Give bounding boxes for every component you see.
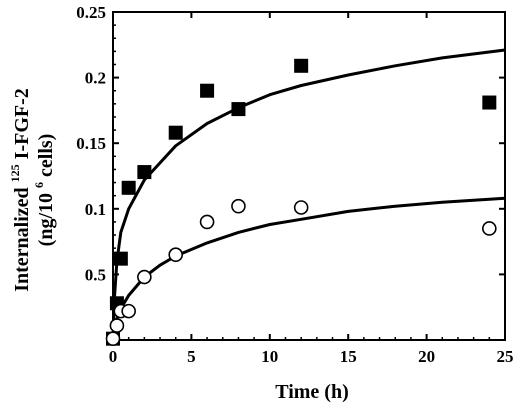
fit-curve-series-1 — [111, 48, 506, 341]
y-axis-title-line1-prefix: Internalized — [11, 182, 33, 291]
y-axis-title-line2-superscript: 6 — [32, 182, 46, 188]
data-point-circle — [109, 318, 125, 333]
plot-frame — [112, 11, 506, 341]
data-point-square — [121, 180, 136, 195]
x-tick-label: 20 — [418, 347, 435, 366]
data-markers — [105, 58, 497, 346]
data-point-square — [200, 83, 215, 98]
data-point-circle — [199, 214, 215, 230]
y-axis-title-line2: (ng/10 6 cells) — [32, 134, 57, 247]
data-point-circle — [293, 200, 309, 215]
data-point-square — [231, 102, 246, 117]
x-tick-label: 0 — [109, 347, 118, 366]
data-point-square — [294, 58, 309, 73]
data-point-circle — [231, 198, 246, 214]
x-tick-label: 5 — [187, 347, 196, 366]
y-tick-label: 0.15 — [76, 134, 106, 153]
x-tick-label: 25 — [497, 347, 514, 366]
y-tick-label: 0.1 — [85, 200, 106, 219]
y-tick-label: 0.5 — [85, 265, 106, 284]
x-axis-ticks: 0 5 10 15 20 25 — [109, 12, 514, 366]
fit-curve-series-2 — [111, 196, 506, 341]
fit-curves — [111, 48, 506, 341]
y-axis-title-line2-suffix: cells) — [35, 134, 57, 182]
x-tick-label: 15 — [340, 347, 357, 366]
data-point-circle — [121, 303, 136, 319]
data-point-circle — [105, 331, 121, 346]
x-tick-label: 10 — [261, 347, 278, 366]
y-axis-title-line1-superscript: 125 — [8, 164, 22, 182]
y-axis-title-line1: Internalized 125 I-FGF-2 — [8, 88, 33, 292]
data-point-circle — [482, 221, 497, 236]
data-point-circle — [137, 269, 152, 285]
data-point-square — [113, 251, 128, 266]
y-axis-title-line1-suffix: I-FGF-2 — [11, 88, 33, 164]
data-point-circle — [168, 247, 184, 263]
y-axis-ticks: 0.5 0.1 0.15 0.2 0.25 — [76, 3, 505, 328]
y-axis-title-line2-prefix: (ng/10 — [35, 188, 57, 246]
data-point-square — [482, 95, 497, 110]
data-point-square — [168, 125, 183, 140]
y-tick-label: 0.2 — [85, 69, 106, 88]
plot-border — [112, 11, 506, 341]
x-axis-title: Time (h) — [275, 381, 349, 403]
data-point-square — [137, 165, 152, 180]
y-tick-label: 0.25 — [76, 3, 106, 22]
